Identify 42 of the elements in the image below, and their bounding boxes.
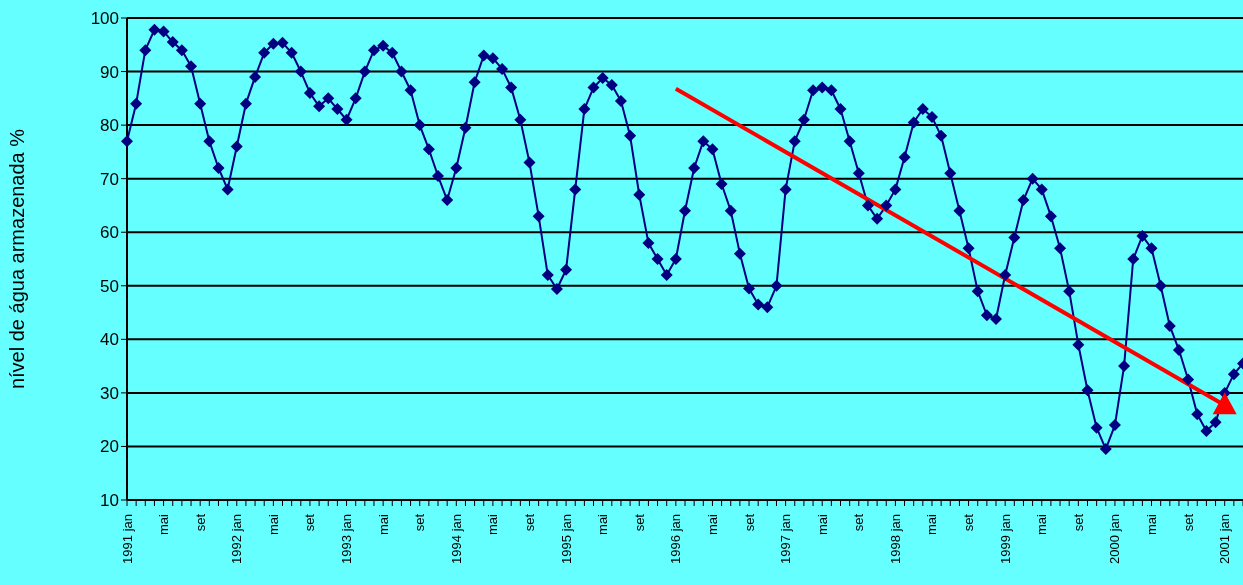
y-tick-label: 30 xyxy=(100,383,119,403)
x-tick-label: set xyxy=(631,513,647,532)
y-tick-label: 20 xyxy=(100,437,119,457)
x-tick-label: mai xyxy=(1144,513,1160,535)
x-tick-label: set xyxy=(192,513,208,532)
y-tick-label: 100 xyxy=(90,9,119,29)
x-tick-label: 1996 jan xyxy=(668,514,684,564)
y-tick-label: 80 xyxy=(100,116,119,136)
x-tick-label: set xyxy=(521,513,537,532)
x-tick-label: mai xyxy=(1034,513,1050,535)
x-tick-label: mai xyxy=(375,513,391,535)
y-tick-label: 10 xyxy=(100,491,119,511)
y-tick-label: 50 xyxy=(100,276,119,296)
x-tick-label: mai xyxy=(485,513,501,535)
x-tick-label: mai xyxy=(924,513,940,535)
x-tick-label: 1997 jan xyxy=(778,514,794,564)
x-tick-label: set xyxy=(1070,513,1086,532)
x-tick-label: 1994 jan xyxy=(448,514,464,564)
x-tick-label: set xyxy=(412,513,428,532)
y-tick-label: 40 xyxy=(100,330,119,350)
y-axis-title: nível de água armazenada % xyxy=(6,128,29,390)
x-tick-label: mai xyxy=(704,513,720,535)
x-tick-label: 1999 jan xyxy=(997,514,1013,564)
x-tick-label: set xyxy=(741,513,757,532)
y-tick-label: 60 xyxy=(100,223,119,243)
x-tick-label: mai xyxy=(156,513,172,535)
x-tick-label: mai xyxy=(814,513,830,535)
x-tick-label: set xyxy=(851,513,867,532)
x-tick-label: set xyxy=(961,513,977,532)
x-tick-label: 1995 jan xyxy=(558,514,574,564)
x-tick-label: 1993 jan xyxy=(339,514,355,564)
x-tick-label: mai xyxy=(265,513,281,535)
y-tick-label: 70 xyxy=(100,169,119,189)
x-tick-label: 1991 jan xyxy=(119,514,135,564)
x-tick-label: 2000 jan xyxy=(1107,514,1123,564)
x-tick-label: 1992 jan xyxy=(229,514,245,564)
y-tick-label: 90 xyxy=(100,62,119,82)
x-tick-label: set xyxy=(1180,513,1196,532)
x-tick-label: set xyxy=(302,513,318,532)
x-tick-label: 1998 jan xyxy=(887,514,903,564)
x-tick-label: mai xyxy=(595,513,611,535)
x-tick-label: 2001 jan xyxy=(1217,514,1233,564)
